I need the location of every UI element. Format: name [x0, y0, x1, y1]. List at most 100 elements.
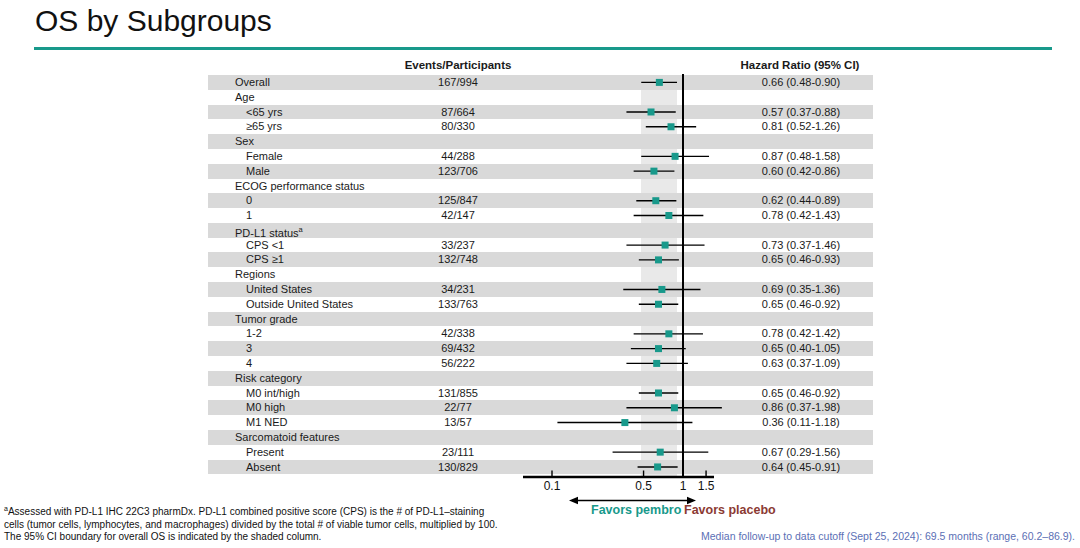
group-header-row: Tumor grade: [208, 312, 873, 327]
row-label: 1-2: [246, 326, 262, 341]
axis-tick-label: 1.5: [688, 479, 724, 493]
row-label: CPS ≥1: [246, 252, 284, 267]
group-header-row: Sarcomatoid features: [208, 430, 873, 445]
hazard-ratio-value: 0.62 (0.44-0.89): [726, 193, 876, 208]
hazard-ratio-value: 0.69 (0.35-1.36): [726, 282, 876, 297]
events-participants-value: 69/432: [383, 341, 533, 356]
table-row: 0 125/847 0.62 (0.44-0.89): [208, 193, 873, 208]
row-label: Outside United States: [246, 297, 353, 312]
hazard-ratio-value: 0.60 (0.42-0.86): [726, 164, 876, 179]
row-label: Regions: [235, 267, 275, 282]
row-label: M0 int/high: [246, 386, 300, 401]
events-participants-value: 133/763: [383, 297, 533, 312]
hazard-ratio-value: 0.87 (0.48-1.58): [726, 149, 876, 164]
row-label: Absent: [246, 460, 280, 475]
table-row: <65 yrs 87/664 0.57 (0.37-0.88): [208, 105, 873, 120]
row-label: ≥65 yrs: [246, 119, 282, 134]
footnotes: aAssessed with PD-L1 IHC 22C3 pharmDx. P…: [4, 503, 498, 544]
table-row: M0 high 22/77 0.86 (0.37-1.98): [208, 400, 873, 415]
table-row: ≥65 yrs 80/330 0.81 (0.52-1.26): [208, 119, 873, 134]
group-header-row: Risk category: [208, 371, 873, 386]
events-participants-value: 23/111: [383, 445, 533, 460]
hazard-ratio-value: 0.86 (0.37-1.98): [726, 400, 876, 415]
table-row: 3 69/432 0.65 (0.40-1.05): [208, 341, 873, 356]
table-row: Absent 130/829 0.64 (0.45-0.91): [208, 460, 873, 475]
row-label: M0 high: [246, 400, 285, 415]
row-label: United States: [246, 282, 312, 297]
axis-tick-label: 0.1: [534, 479, 570, 493]
row-label: Sex: [235, 134, 254, 149]
favors-placebo-label: Favors placebo: [684, 503, 776, 517]
events-participants-value: 56/222: [383, 356, 533, 371]
events-participants-value: 87/664: [383, 105, 533, 120]
group-header-row: Age: [208, 90, 873, 105]
row-label: Age: [235, 90, 255, 105]
events-participants-value: 22/77: [383, 400, 533, 415]
row-label: CPS <1: [246, 238, 284, 253]
table-row: CPS ≥1132/7480.65 (0.46-0.93): [208, 252, 873, 267]
row-label: M1 NED: [246, 415, 288, 430]
hazard-ratio-header: Hazard Ratio (95% CI): [690, 59, 910, 71]
hazard-ratio-value: 0.65 (0.46-0.92): [726, 386, 876, 401]
table-row: Male 123/706 0.60 (0.42-0.86): [208, 164, 873, 179]
page-title: OS by Subgroups: [35, 4, 272, 38]
table-row: M1 NED 13/57 0.36 (0.11-1.18): [208, 415, 873, 430]
slide: OS by Subgroups Events/Participants Haza…: [0, 0, 1080, 548]
group-header-row: Regions: [208, 267, 873, 282]
arrow-head-left: [569, 497, 578, 504]
events-participants-value: 125/847: [383, 193, 533, 208]
events-participants-value: 131/855: [383, 386, 533, 401]
hazard-ratio-value: 0.36 (0.11-1.18): [726, 415, 876, 430]
events-participants-value: 132/748: [383, 252, 533, 267]
events-participants-value: 44/288: [383, 149, 533, 164]
table-row: Present23/1110.67 (0.29-1.56): [208, 445, 873, 460]
hazard-ratio-value: 0.78 (0.42-1.43): [726, 208, 876, 223]
hazard-ratio-value: 0.81 (0.52-1.26): [726, 119, 876, 134]
row-label: <65 yrs: [246, 105, 282, 120]
events-participants-value: 130/829: [383, 460, 533, 475]
table-row: CPS <1 33/237 0.73 (0.37-1.46): [208, 238, 873, 253]
hazard-ratio-value: 0.67 (0.29-1.56): [726, 445, 876, 460]
title-divider: [34, 47, 1052, 50]
events-participants-value: 123/706: [383, 164, 533, 179]
events-participants-value: 167/994: [383, 75, 533, 90]
hazard-ratio-value: 0.65 (0.40-1.05): [726, 341, 876, 356]
table-row: 1-242/3380.78 (0.42-1.42): [208, 326, 873, 341]
table-row: 1 42/147 0.78 (0.42-1.43): [208, 208, 873, 223]
events-participants-value: 34/231: [383, 282, 533, 297]
row-label: Tumor grade: [235, 312, 298, 327]
table-row: Outside United States 133/763 0.65 (0.46-0…: [208, 297, 873, 312]
events-participants-value: 33/237: [383, 238, 533, 253]
hazard-ratio-value: 0.63 (0.37-1.09): [726, 356, 876, 371]
footnote-line-1-text: Assessed with PD-L1 IHC 22C3 pharmDx. PD…: [8, 506, 484, 517]
table-row: United States 34/231 0.69 (0.35-1.36): [208, 282, 873, 297]
events-participants-header: Events/Participants: [348, 59, 568, 71]
row-label: 1: [246, 208, 252, 223]
row-label: Male: [246, 164, 270, 179]
row-label: Sarcomatoid features: [235, 430, 340, 445]
hazard-ratio-value: 0.66 (0.48-0.90): [726, 75, 876, 90]
median-followup-note: Median follow-up to data cutoff (Sept 25…: [701, 530, 1075, 542]
hazard-ratio-value: 0.57 (0.37-0.88): [726, 105, 876, 120]
row-label: ECOG performance status: [235, 179, 365, 194]
group-header-row: ECOG performance status: [208, 179, 873, 194]
hazard-ratio-value: 0.78 (0.42-1.42): [726, 326, 876, 341]
row-label: 3: [246, 341, 252, 356]
hazard-ratio-value: 0.65 (0.46-0.92): [726, 297, 876, 312]
footnote-line-1: aAssessed with PD-L1 IHC 22C3 pharmDx. P…: [4, 503, 498, 519]
row-label: 0: [246, 193, 252, 208]
events-participants-value: 42/147: [383, 208, 533, 223]
row-label: Risk category: [235, 371, 302, 386]
favors-pembro-label: Favors pembro: [591, 503, 681, 517]
events-participants-value: 13/57: [383, 415, 533, 430]
group-header-row: PD-L1 statusa: [208, 223, 873, 238]
events-participants-value: 80/330: [383, 119, 533, 134]
row-label: Female: [246, 149, 283, 164]
group-header-row: Sex: [208, 134, 873, 149]
hazard-ratio-value: 0.64 (0.45-0.91): [726, 460, 876, 475]
footnote-line-3: The 95% CI boundary for overall OS is in…: [4, 531, 498, 543]
footnote-line-2: cells (tumor cells, lymphocytes, and mac…: [4, 519, 498, 531]
hazard-ratio-value: 0.73 (0.37-1.46): [726, 238, 876, 253]
table-row: Female 44/288 0.87 (0.48-1.58): [208, 149, 873, 164]
row-label: Overall: [235, 75, 270, 90]
